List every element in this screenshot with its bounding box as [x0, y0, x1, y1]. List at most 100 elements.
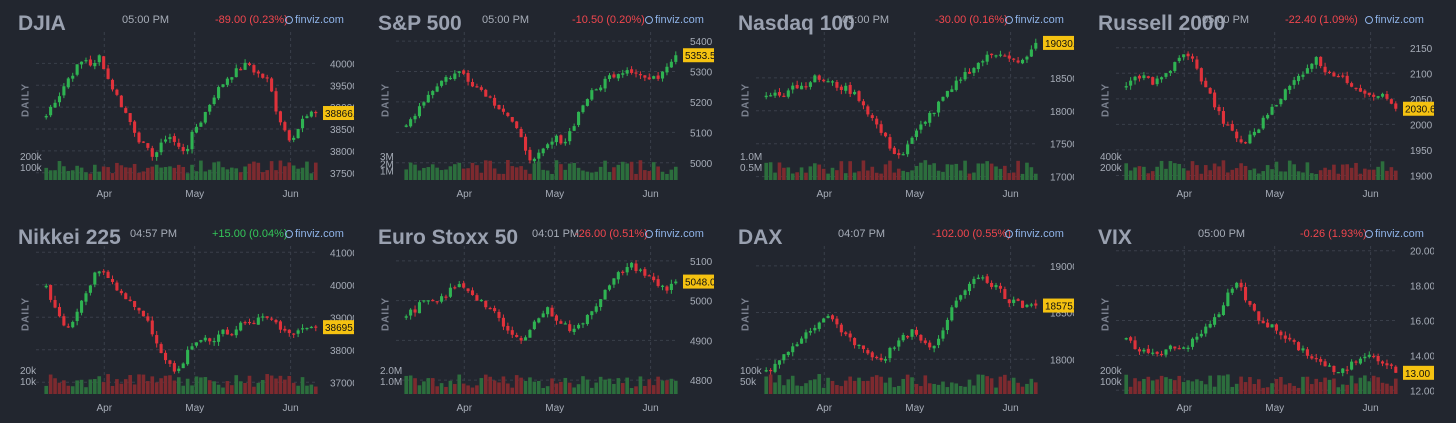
candle — [305, 114, 309, 119]
period-label: DAILY — [740, 296, 752, 332]
source-link[interactable]: finviz.com — [1365, 14, 1424, 26]
y-tick-label: 16.00 — [1410, 317, 1434, 328]
volume-bar — [901, 170, 906, 180]
candle — [1007, 298, 1011, 308]
candle — [479, 298, 483, 302]
source-link[interactable]: finviz.com — [285, 14, 344, 26]
volume-bar — [132, 384, 137, 394]
volume-bar — [1336, 173, 1341, 180]
chart-panel[interactable]: 2150 2100 2050 2000 1950 1900 Apr May Jun 400k 200… — [1080, 0, 1434, 205]
source-link[interactable]: finviz.com — [285, 228, 344, 240]
chart-time: 05:00 PM — [842, 14, 890, 26]
volume-bar — [216, 161, 221, 180]
volume-bar — [581, 170, 585, 180]
volume-bar — [896, 385, 901, 394]
source-link[interactable]: finviz.com — [1365, 228, 1424, 240]
volume-bar — [194, 376, 199, 394]
volume-bar — [958, 386, 963, 394]
volume-bar — [168, 375, 172, 394]
volume-bar — [1195, 379, 1199, 394]
candle — [1221, 302, 1225, 316]
chart-change: -102.00 (0.55%) — [932, 228, 1011, 240]
volume-bar — [932, 163, 936, 180]
candle — [1350, 359, 1354, 371]
candle — [1257, 311, 1261, 325]
volume-bar — [128, 167, 132, 180]
candle — [462, 280, 466, 289]
candle — [888, 133, 892, 151]
candle — [1190, 337, 1195, 350]
candle — [594, 303, 598, 314]
finviz-logo-icon — [285, 16, 293, 24]
candle — [1164, 73, 1168, 79]
candle — [1394, 365, 1398, 374]
candle — [172, 360, 176, 374]
volume-bar — [634, 386, 638, 394]
source-link[interactable]: finviz.com — [1005, 228, 1064, 240]
source-link[interactable]: finviz.com — [645, 14, 704, 26]
candle — [309, 325, 313, 329]
volume-bar — [821, 387, 826, 394]
candle — [546, 142, 550, 150]
candle — [141, 310, 145, 317]
volume-bar — [1137, 166, 1142, 180]
candle — [945, 317, 949, 335]
chart-panel[interactable]: 5400 5300 5200 5100 5000 Apr May Jun 3M 2M 1M 5353.… — [360, 0, 714, 205]
chart-time: 04:57 PM — [130, 228, 178, 240]
candle — [1243, 141, 1248, 145]
volume-bar — [93, 379, 97, 394]
volume-bar — [941, 171, 945, 180]
volume-bar — [79, 379, 84, 394]
volume-bar — [181, 166, 186, 180]
candle — [866, 347, 870, 356]
chart-panel[interactable]: 5100 5000 4900 4800 Apr May Jun 2.0M 1.0M 5048.0 E… — [360, 214, 714, 419]
candle — [1297, 341, 1301, 351]
volume-bar — [448, 380, 453, 394]
chart-panel[interactable]: 18500 18000 17500 17000 Apr May Jun 1.0M0.5M 190… — [720, 0, 1074, 205]
volume-bar — [656, 376, 660, 394]
volume-bar — [300, 377, 305, 394]
source-link[interactable]: finviz.com — [1005, 14, 1064, 26]
candle — [466, 69, 470, 86]
candle — [203, 334, 207, 343]
chart-panel[interactable]: 400003950039000385003800037500AprMayJun2… — [0, 0, 354, 205]
volume-bar — [905, 172, 910, 180]
y-tick-label: 12.00 — [1410, 386, 1434, 397]
volume-bar — [417, 385, 422, 394]
candle — [247, 318, 252, 325]
volume-bar — [1137, 381, 1142, 394]
candle — [985, 273, 989, 285]
volume-bar — [48, 170, 53, 180]
candle — [488, 95, 492, 99]
y-tick-label: 18000 — [1050, 107, 1074, 118]
chart-panel[interactable]: 41000 40000 39000 38000 37000 Apr May Jun 20k10k… — [0, 214, 354, 419]
candle — [901, 152, 905, 156]
candle — [186, 145, 190, 155]
volume-bar — [44, 167, 49, 180]
candle — [119, 288, 123, 296]
candle — [563, 138, 567, 146]
candle — [537, 149, 541, 163]
source-link[interactable]: finviz.com — [645, 228, 704, 240]
candle — [590, 88, 594, 102]
volume-bar — [1363, 168, 1367, 180]
candle — [1133, 75, 1137, 85]
candle — [150, 316, 154, 337]
candle — [49, 104, 53, 118]
candle — [822, 78, 826, 83]
candle — [292, 135, 296, 143]
chart-panel[interactable]: 20.00 18.00 16.00 14.00 12.00 Apr May Jun 200k 10… — [1080, 214, 1434, 419]
volume-bar — [554, 383, 559, 394]
x-tick-label: Jun — [283, 189, 299, 200]
candle — [808, 81, 812, 90]
volume-bar — [879, 173, 883, 180]
candle — [585, 314, 589, 326]
candle — [616, 73, 620, 82]
source-label: finviz.com — [295, 14, 344, 26]
volume-bar — [994, 387, 998, 394]
candle — [1168, 70, 1172, 77]
volume-bar — [422, 167, 426, 180]
volume-bar — [843, 173, 848, 180]
